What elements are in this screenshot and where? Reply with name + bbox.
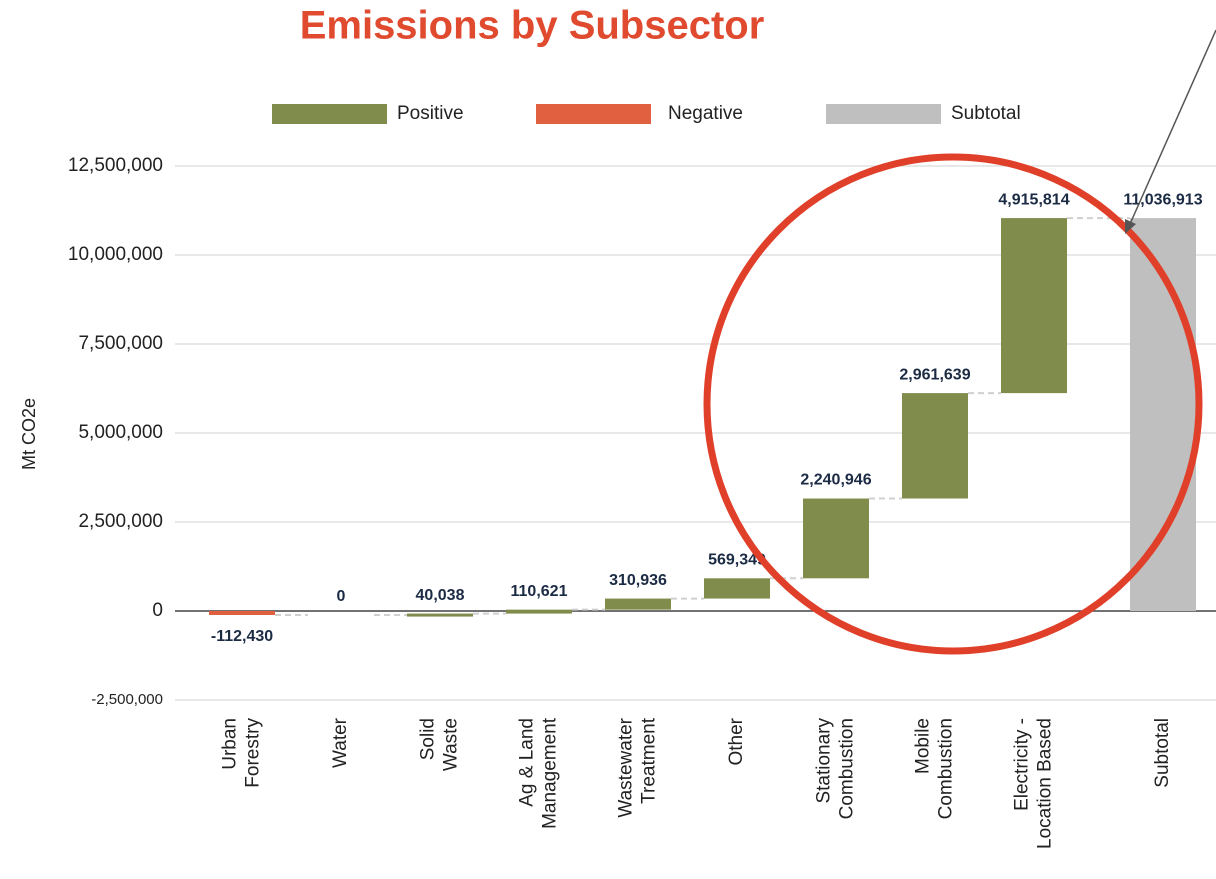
value-label: 569,349 [708,552,766,569]
x-tick-label: Wastewater [616,717,637,817]
legend-label: Subtotal [951,103,1021,124]
x-tick-label: Location Based [1035,718,1056,849]
x-tick-label: Management [540,717,561,829]
bar [407,613,473,617]
y-tick-label: 12,500,000 [68,155,163,176]
x-tick-label: Ag & Land [517,718,538,807]
value-label: 2,961,639 [899,366,970,383]
legend-label: Positive [397,103,464,124]
y-tick-label: 10,000,000 [68,244,163,265]
x-tick-label: Waste [441,718,462,771]
plot: -2,500,000 0 2,500,000 5,000,000 7,500,000 10… [68,103,1216,849]
value-label: 310,936 [609,572,667,589]
x-tick-label: Water [330,717,351,768]
bar [1130,218,1196,612]
bar [209,611,275,616]
chart-title: Emissions by Subsector [300,4,765,48]
bar [902,393,968,499]
x-tick-label: Solid [418,718,439,760]
bar [506,609,572,614]
x-tick-label: Stationary [814,718,835,804]
y-tick-label: 5,000,000 [78,422,163,443]
highlight-circle [703,153,1203,655]
x-tick-label: Treatment [639,717,660,804]
value-label: 110,621 [511,583,568,600]
value-label: 0 [337,588,346,605]
x-tick-label: Other [726,717,747,765]
bar [1001,218,1067,394]
legend-label: Negative [668,103,743,124]
x-tick-label: Combustion [936,718,957,819]
value-label: 2,240,946 [800,472,871,489]
x-tick-label: Urban [220,718,241,770]
legend-swatch [826,104,941,124]
legend-swatch [272,104,387,124]
x-tick-label: Subtotal [1152,718,1173,788]
value-label: 40,038 [416,587,465,604]
arrow-head [1125,219,1136,234]
y-tick-label: 0 [152,600,163,621]
y-tick-label: -2,500,000 [91,691,163,708]
y-tick-label: 7,500,000 [78,333,163,354]
x-tick-label: Combustion [837,718,858,819]
x-tick-label: Forestry [243,718,264,788]
y-axis-label: Mt CO2e [19,398,39,470]
bar [704,578,770,599]
value-label: 4,915,814 [998,191,1069,208]
bar [605,598,671,610]
arrow-line [1129,29,1216,225]
bar [803,498,869,579]
legend-swatch [536,104,651,124]
value-label: 11,036,913 [1123,191,1202,208]
x-tick-label: Electricity - [1012,718,1033,811]
y-tick-label: 2,500,000 [78,511,163,532]
x-tick-label: Mobile [913,718,934,774]
value-label: -112,430 [211,628,273,645]
